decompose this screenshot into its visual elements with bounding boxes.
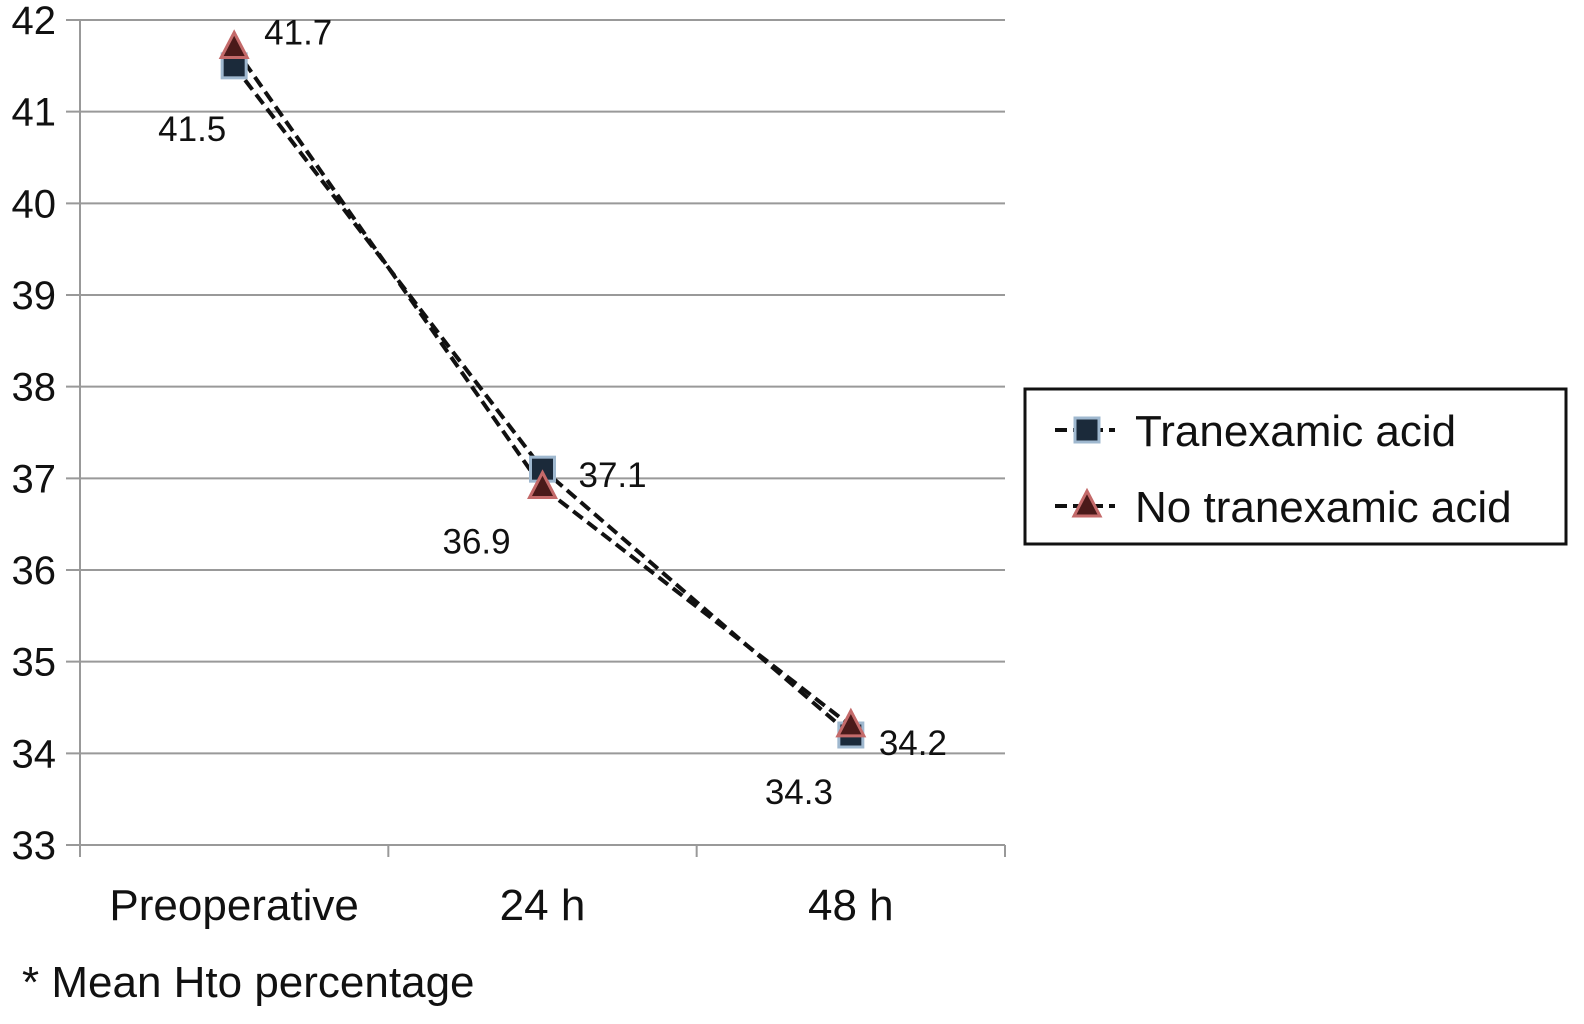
legend-marker-0 (1073, 416, 1101, 444)
x-tick-label-2: 48 h (808, 881, 894, 930)
series-markers (218, 29, 867, 749)
y-tick-labels: 33 34 35 36 37 38 39 40 41 42 (12, 0, 57, 868)
point-s1-0 (218, 29, 250, 59)
legend-marker-1 (1071, 487, 1103, 518)
x-tick-label-0: Preoperative (109, 881, 358, 930)
y-tick-label-36: 36 (12, 549, 57, 593)
legend-box (1023, 387, 1568, 546)
y-tick-label-34: 34 (12, 732, 57, 776)
data-label-s0-0: 41.5 (158, 110, 226, 149)
point-s1-1 (527, 469, 558, 499)
axes (79, 20, 1006, 857)
point-s1-2 (835, 707, 867, 738)
data-label-s0-1: 37.1 (579, 456, 647, 495)
data-labels: 41.5 37.1 34.2 41.7 36.9 34.3 (158, 14, 947, 812)
x-tick-label-1: 24 h (500, 881, 586, 930)
legend-label-1: No tranexamic acid (1135, 483, 1512, 532)
y-tick-label-39: 39 (12, 274, 57, 318)
y-tick-label-41: 41 (12, 91, 57, 135)
series-line-1 (232, 46, 853, 728)
footnote: * Mean Hto percentage (22, 958, 475, 1007)
series-line-0 (232, 64, 853, 737)
data-label-s1-2: 34.3 (765, 773, 833, 812)
y-tick-label-33: 33 (12, 824, 57, 868)
y-tick-label-37: 37 (12, 457, 57, 501)
y-tick-label-38: 38 (12, 366, 57, 410)
legend: Tranexamic acid No tranexamic acid (1023, 387, 1568, 546)
y-tick-label-35: 35 (12, 641, 57, 685)
y-tick-label-42: 42 (12, 0, 57, 43)
series-lines (232, 46, 853, 737)
x-tick-labels: Preoperative 24 h 48 h (109, 881, 893, 930)
data-label-s0-2: 34.2 (879, 724, 947, 763)
y-tick-label-40: 40 (12, 182, 57, 226)
data-label-s1-0: 41.7 (264, 14, 332, 53)
data-label-s1-1: 36.9 (443, 523, 511, 562)
legend-label-0: Tranexamic acid (1135, 407, 1456, 456)
